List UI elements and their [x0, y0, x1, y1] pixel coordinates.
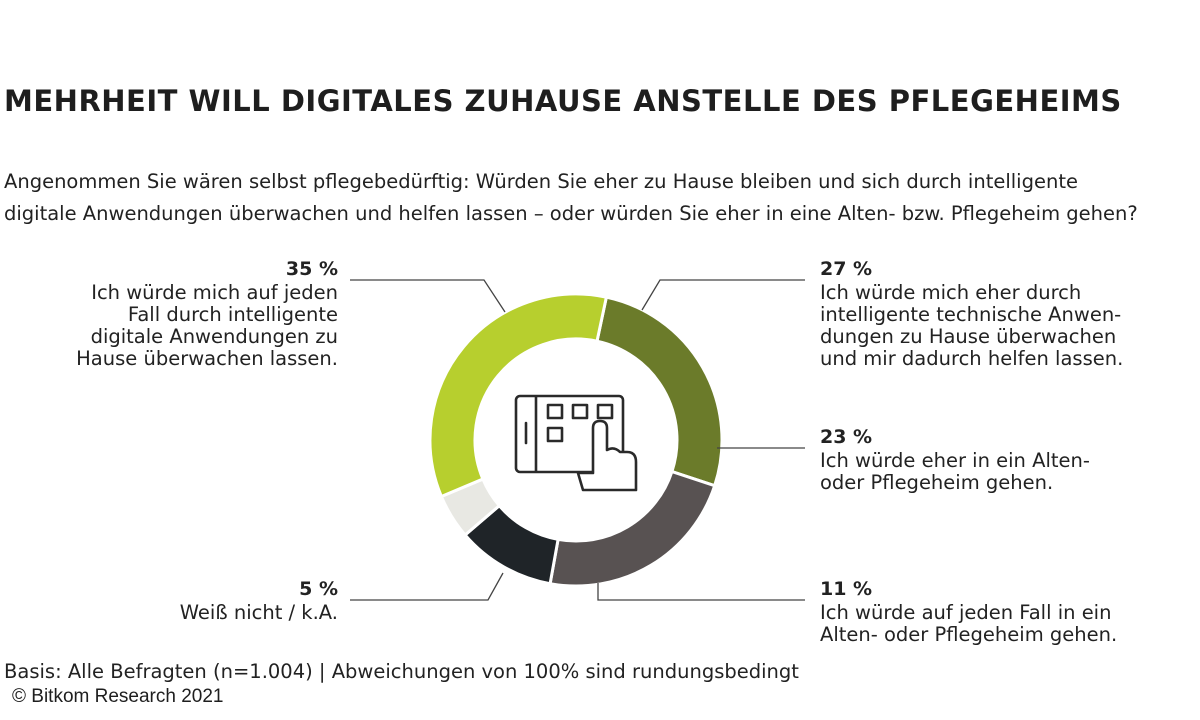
- chart-title: MEHRHEIT WILL DIGITALES ZUHAUSE ANSTELLE…: [4, 84, 1122, 118]
- label-tech-pct: 27 %: [820, 258, 873, 280]
- label-jedenfall-line: Alten- oder Pflegeheim gehen.: [820, 623, 1118, 646]
- copyright: © Bitkom Research 2021: [12, 686, 224, 707]
- question-line-2: digitale Anwendungen überwachen und helf…: [4, 202, 1138, 225]
- leader-line-weissnicht: [350, 572, 504, 601]
- label-weissnicht-pct: 5 %: [299, 578, 338, 600]
- label-tech: 27 % Ich würde mich eher durch intellige…: [820, 258, 1123, 370]
- label-eher: 23 % Ich würde eher in ein Alten- oder P…: [820, 426, 1090, 494]
- label-tech-line: Ich würde mich eher durch: [820, 281, 1082, 304]
- leader-lines: [350, 279, 805, 601]
- donut-slices: [428, 292, 724, 588]
- donut-slice-digital: [428, 292, 609, 499]
- leader-line-tech: [641, 279, 805, 311]
- label-digital: 35 % Ich würde mich auf jeden Fall durch…: [76, 258, 338, 370]
- survey-question: Angenommen Sie wären selbst pflegebedürf…: [4, 166, 1194, 230]
- label-eher-line: Ich würde eher in ein Alten-: [820, 449, 1090, 472]
- label-eher-line: oder Pflegeheim gehen.: [820, 471, 1054, 494]
- label-digital-line: Hause überwachen lassen.: [76, 347, 338, 370]
- label-digital-line: Fall durch intelligente: [127, 303, 338, 326]
- label-jedenfall-pct: 11 %: [820, 578, 873, 600]
- footnote: Basis: Alle Befragten (n=1.004) | Abweic…: [4, 660, 799, 683]
- label-weissnicht-line: Weiß nicht / k.A.: [179, 601, 338, 624]
- label-eher-pct: 23 %: [820, 426, 873, 448]
- label-tech-line: und mir dadurch helfen lassen.: [820, 347, 1124, 370]
- label-jedenfall: 11 % Ich würde auf jeden Fall in ein Alt…: [820, 578, 1117, 646]
- label-tech-line: dungen zu Hause überwachen: [820, 325, 1117, 348]
- label-digital-line: digitale Anwendungen zu: [90, 325, 338, 348]
- leader-line-digital: [350, 279, 506, 313]
- label-weissnicht: 5 % Weiß nicht / k.A.: [180, 578, 338, 624]
- label-tech-line: intelligente technische Anwen-: [820, 303, 1122, 326]
- label-jedenfall-line: Ich würde auf jeden Fall in ein: [820, 601, 1112, 624]
- label-digital-line: Ich würde mich auf jeden: [91, 281, 338, 304]
- leader-line-jedenfall: [597, 583, 805, 601]
- question-line-1: Angenommen Sie wären selbst pflegebedürf…: [4, 170, 1078, 193]
- label-digital-pct: 35 %: [285, 258, 338, 280]
- tablet-touch-icon: [514, 394, 638, 492]
